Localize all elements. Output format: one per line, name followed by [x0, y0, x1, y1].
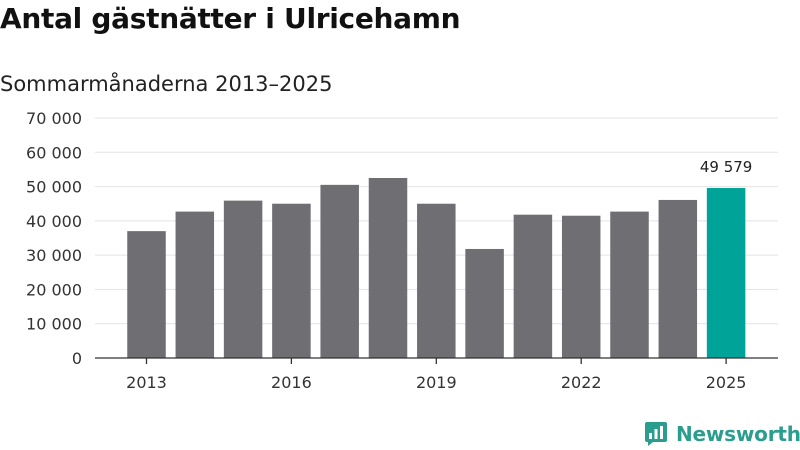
bar: [513, 214, 553, 358]
x-tick-label: 2019: [416, 373, 457, 392]
bar-highlight: [706, 188, 746, 358]
bar: [417, 203, 456, 358]
x-tick-label: 2022: [561, 373, 602, 392]
bar: [127, 231, 166, 358]
bar-chart: 0 10 000 20 000 30 000 40 000 50 000 60 000 70 …: [26, 109, 778, 392]
bar-chart-logo-icon: [645, 422, 667, 446]
y-tick-label: 30 000: [26, 246, 82, 265]
bar: [175, 211, 215, 358]
y-tick-label: 20 000: [26, 280, 82, 299]
y-tick-label: 10 000: [26, 315, 82, 334]
bar: [223, 200, 263, 358]
bar: [561, 215, 601, 358]
bar: [465, 248, 504, 358]
bar: [610, 211, 649, 358]
y-tick-label: 50 000: [26, 178, 82, 197]
y-tick-label: 0: [72, 349, 82, 368]
brand-name: Newsworthy: [676, 422, 800, 446]
x-tick-label: 2013: [126, 373, 167, 392]
chart-subtitle: Sommarmånaderna 2013–2025: [0, 72, 333, 96]
brand-logo[interactable]: Newsworthy: [644, 420, 800, 448]
y-tick-label: 40 000: [26, 212, 82, 231]
bar: [368, 178, 408, 358]
bar: [320, 184, 359, 358]
y-tick-label: 70 000: [26, 109, 82, 128]
bar: [658, 199, 698, 358]
bar: [272, 203, 311, 358]
chart-title: Antal gästnätter i Ulricehamn: [0, 2, 461, 35]
x-tick-label: 2025: [706, 373, 747, 392]
y-tick-label: 60 000: [26, 143, 82, 162]
data-label: 49 579: [700, 158, 753, 176]
x-tick-label: 2016: [271, 373, 312, 392]
